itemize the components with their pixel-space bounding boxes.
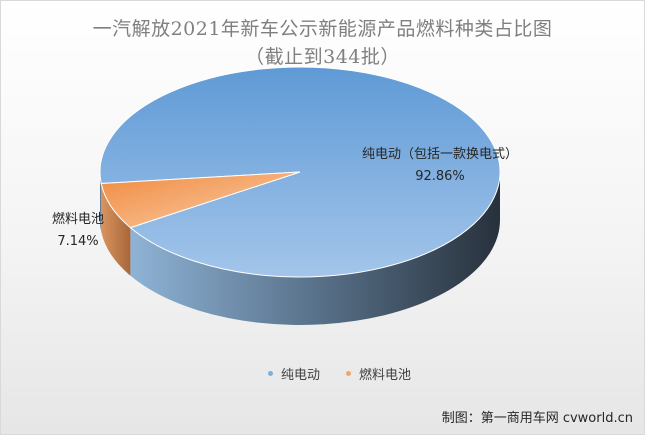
legend-item-fuel-cell: 燃料电池 <box>346 364 411 383</box>
legend-item-electric: 纯电动 <box>268 364 320 383</box>
pie-side-electric <box>130 172 500 325</box>
chart-title: 一汽解放2021年新车公示新能源产品燃料种类占比图 <box>92 18 553 40</box>
legend-label-fuel-cell: 燃料电池 <box>359 368 412 383</box>
pie-side-fuel-cell <box>101 183 131 276</box>
pie-slice-fuel-cell <box>100 171 301 229</box>
legend-marker-electric <box>268 371 273 376</box>
legend-marker-fuel-cell <box>346 371 352 376</box>
chart-legend: 纯电动 燃料电池 <box>268 364 437 383</box>
slice-value-electric: 92.86% <box>415 169 465 184</box>
pie-side-electric <box>100 172 102 232</box>
chart-subtitle: （截止到344批） <box>245 46 400 68</box>
legend-label-electric: 纯电动 <box>281 368 321 383</box>
credit-text: 制图：第一商用车网 cvworld.cn <box>441 411 633 426</box>
slice-label-electric: 纯电动（包括一款换电式） <box>362 147 518 162</box>
slice-label-fuel-cell: 燃料电池 <box>52 211 104 227</box>
slice-value-fuel-cell: 7.14% <box>57 234 98 249</box>
